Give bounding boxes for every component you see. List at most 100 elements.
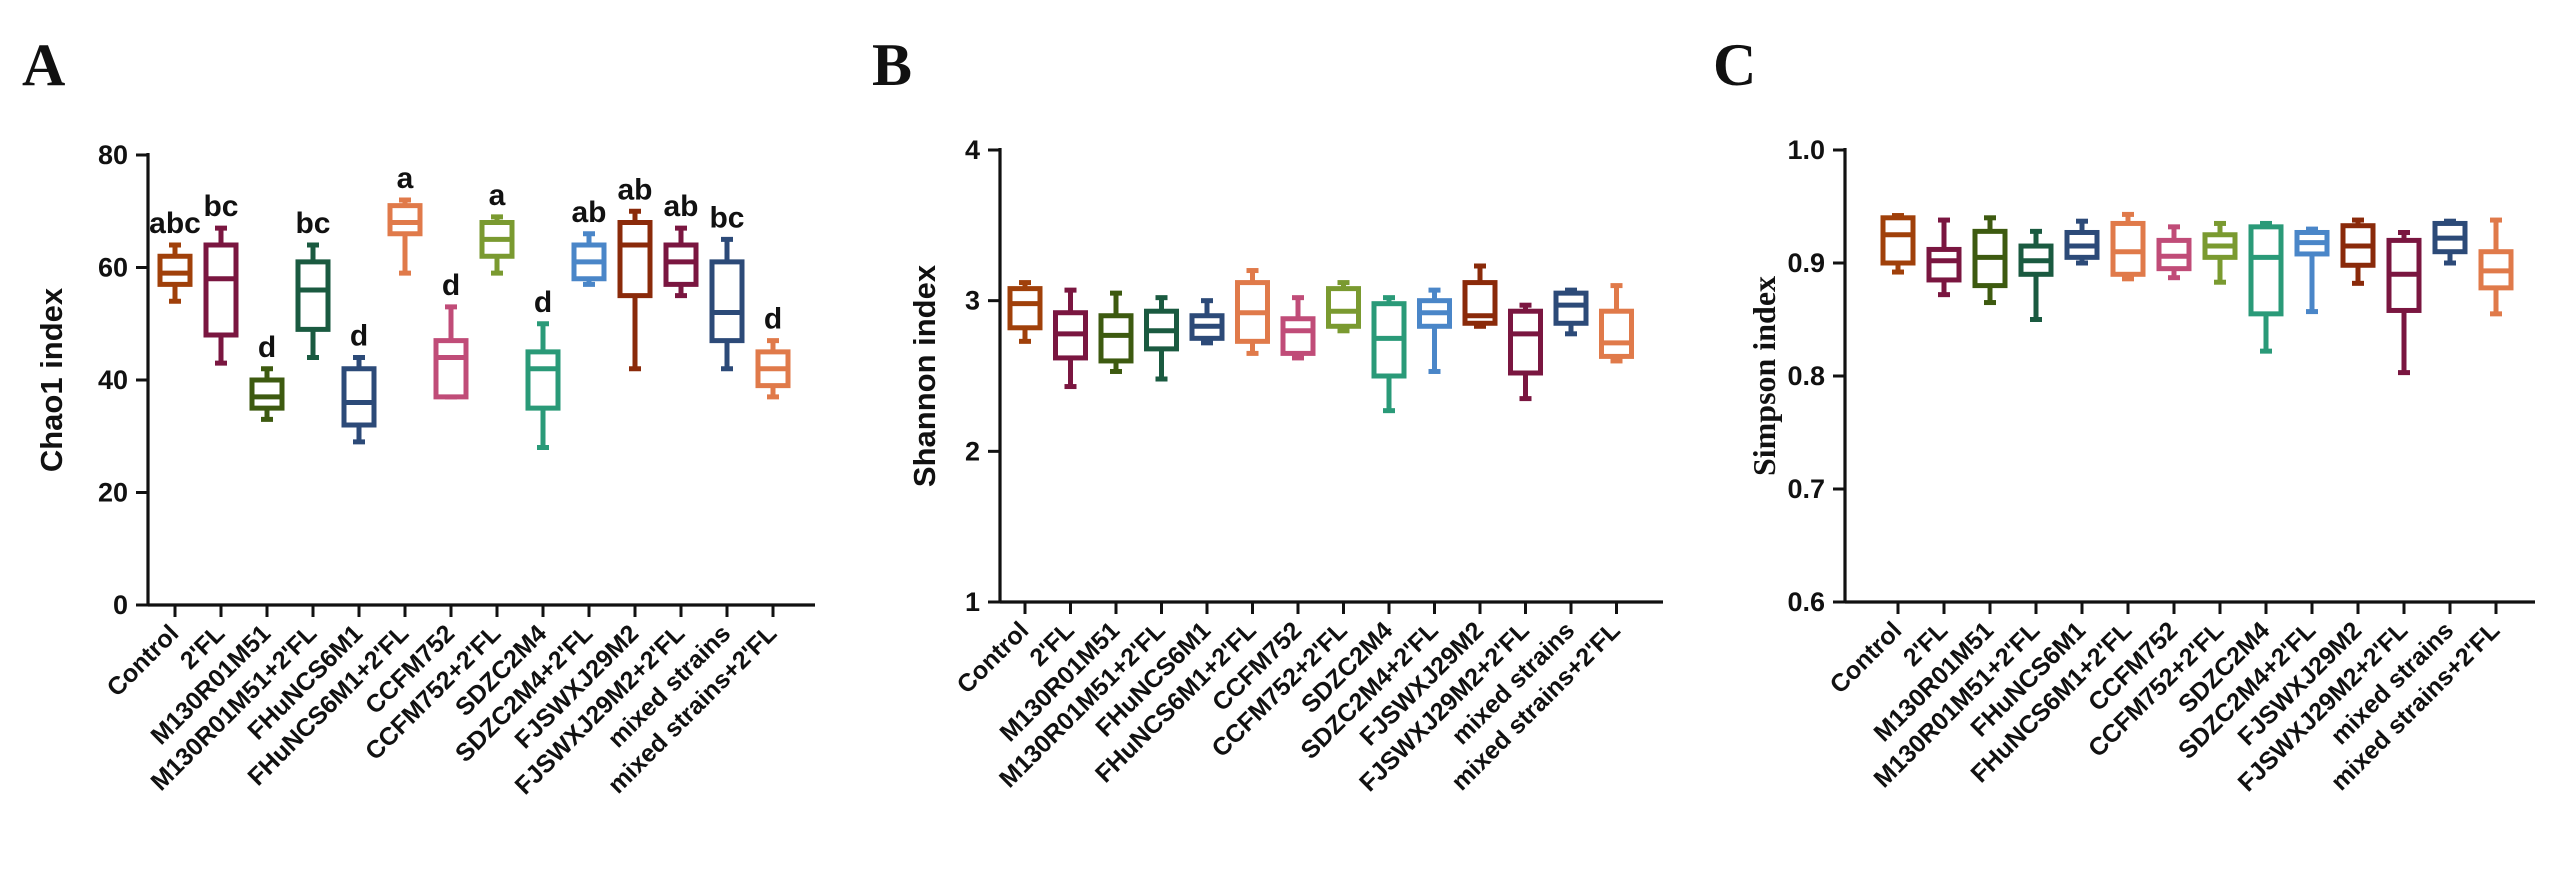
y-tick-label: 0 (113, 590, 128, 620)
y-tick-label: 40 (98, 365, 128, 395)
box-1 (1926, 217, 1962, 298)
box-9 (2294, 226, 2330, 315)
box-iqr (525, 349, 561, 411)
box-iqr (203, 242, 239, 338)
box-9 (571, 231, 607, 287)
box-2 (249, 366, 285, 422)
box-10 (617, 208, 653, 372)
significance-label: d (258, 331, 276, 364)
box-11 (1508, 302, 1543, 402)
y-tick-label: 80 (98, 140, 128, 170)
box-5 (387, 197, 423, 276)
box-iqr (1599, 308, 1634, 359)
box-iqr (387, 203, 423, 237)
box-6 (433, 304, 469, 400)
significance-label: a (489, 179, 506, 212)
box-7 (1326, 280, 1361, 334)
box-1 (1053, 287, 1088, 390)
significance-label: ab (617, 173, 652, 206)
box-iqr (1926, 246, 1962, 283)
box-11 (2386, 229, 2422, 376)
box-3 (1144, 295, 1179, 382)
significance-label: d (534, 286, 552, 319)
box-iqr (2110, 220, 2146, 277)
box-iqr (2248, 224, 2284, 317)
box-6 (2156, 224, 2192, 281)
y-tick-label: 20 (98, 478, 128, 508)
box-4 (2064, 218, 2100, 266)
box-0 (1880, 213, 1916, 275)
panel-letter: C (1713, 32, 1756, 98)
significance-label: abc (149, 207, 201, 240)
significance-label: bc (203, 190, 238, 223)
box-12 (709, 236, 745, 372)
box-8 (525, 321, 561, 450)
significance-label: d (442, 269, 460, 302)
y-tick-label: 4 (965, 135, 980, 165)
box-iqr (709, 259, 745, 344)
box-4 (341, 355, 377, 445)
y-tick-label: 0.9 (1787, 248, 1825, 278)
box-5 (2110, 211, 2146, 282)
box-0 (1007, 280, 1043, 344)
y-axis-label: Chao1 index (34, 287, 69, 472)
box-iqr (1098, 313, 1134, 364)
box-iqr (1280, 316, 1316, 356)
y-tick-label: 1.0 (1787, 135, 1825, 165)
box-10 (1462, 263, 1498, 329)
box-iqr (617, 220, 653, 299)
box-iqr (663, 242, 699, 287)
box-12 (1553, 287, 1589, 337)
box-2 (1098, 290, 1134, 374)
box-iqr (341, 366, 377, 428)
box-13 (755, 338, 791, 400)
panel-letter: A (22, 32, 65, 98)
panel-letter: B (872, 32, 912, 98)
box-13 (2478, 217, 2514, 317)
box-iqr (249, 377, 285, 411)
significance-label: ab (571, 196, 606, 229)
y-tick-label: 3 (965, 286, 980, 316)
box-iqr (1553, 290, 1589, 326)
box-4 (1189, 298, 1225, 346)
y-axis-label: Simpson index (1746, 276, 1782, 476)
box-iqr (1007, 286, 1043, 331)
box-12 (2432, 218, 2468, 266)
box-8 (1371, 295, 1407, 414)
box-iqr (1880, 215, 1916, 266)
box-7 (479, 214, 515, 276)
box-2 (1972, 215, 2008, 306)
x-tick-label: Control (102, 619, 185, 702)
box-10 (2340, 217, 2376, 286)
significance-label: bc (709, 201, 744, 234)
box-iqr (433, 338, 469, 400)
box-6 (1280, 295, 1316, 361)
box-3 (295, 242, 331, 360)
significance-label: bc (295, 207, 330, 240)
x-tick-label: Control (952, 616, 1035, 699)
box-iqr (295, 259, 331, 332)
significance-label: d (350, 320, 368, 353)
significance-label: a (397, 162, 414, 195)
box-3 (2018, 228, 2054, 322)
box-iqr (1326, 286, 1361, 329)
y-axis-label: Shannon index (907, 264, 942, 487)
x-tick-label: Control (1825, 616, 1908, 699)
box-11 (663, 225, 699, 299)
box-8 (2248, 220, 2284, 354)
box-1 (203, 225, 239, 366)
significance-label: d (764, 303, 782, 336)
y-tick-label: 0.6 (1787, 587, 1825, 617)
y-tick-label: 2 (965, 436, 980, 466)
significance-label: ab (663, 190, 698, 223)
box-0 (157, 242, 193, 304)
y-tick-label: 60 (98, 253, 128, 283)
box-7 (2202, 220, 2238, 285)
box-5 (1235, 268, 1270, 356)
box-iqr (1508, 308, 1543, 376)
box-13 (1599, 283, 1634, 364)
